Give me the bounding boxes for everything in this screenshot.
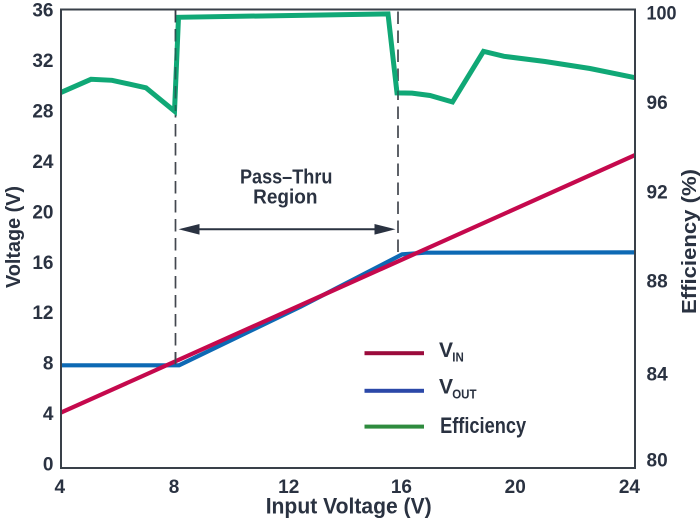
svg-text:4: 4 [43,404,54,425]
svg-text:OUT: OUT [452,388,477,402]
svg-text:28: 28 [32,102,53,123]
svg-text:92: 92 [647,182,668,203]
svg-text:96: 96 [647,93,668,114]
svg-text:Region: Region [253,186,317,209]
svg-text:20: 20 [505,477,526,498]
svg-text:Voltage (V): Voltage (V) [2,186,25,288]
svg-text:Pass–Thru: Pass–Thru [240,166,333,189]
svg-text:12: 12 [278,477,299,498]
svg-text:12: 12 [32,303,53,324]
svg-text:V: V [439,339,453,362]
svg-text:80: 80 [647,450,668,471]
svg-text:88: 88 [647,272,668,293]
svg-text:100: 100 [647,4,677,25]
svg-text:8: 8 [43,354,54,375]
svg-text:Efficiency: Efficiency [440,413,527,438]
svg-text:24: 24 [619,477,641,498]
svg-text:16: 16 [391,477,412,498]
svg-text:32: 32 [32,51,53,72]
svg-text:4: 4 [55,477,66,498]
svg-text:20: 20 [32,202,53,223]
svg-text:Efficiency (%): Efficiency (%) [678,169,700,314]
svg-text:36: 36 [32,1,53,22]
svg-text:0: 0 [43,454,54,475]
svg-text:84: 84 [647,364,669,385]
svg-text:Input Voltage (V): Input Voltage (V) [266,494,432,519]
svg-text:V: V [439,376,453,399]
svg-text:IN: IN [452,351,464,365]
svg-text:8: 8 [169,477,180,498]
svg-text:16: 16 [32,253,53,274]
svg-text:24: 24 [32,152,54,173]
